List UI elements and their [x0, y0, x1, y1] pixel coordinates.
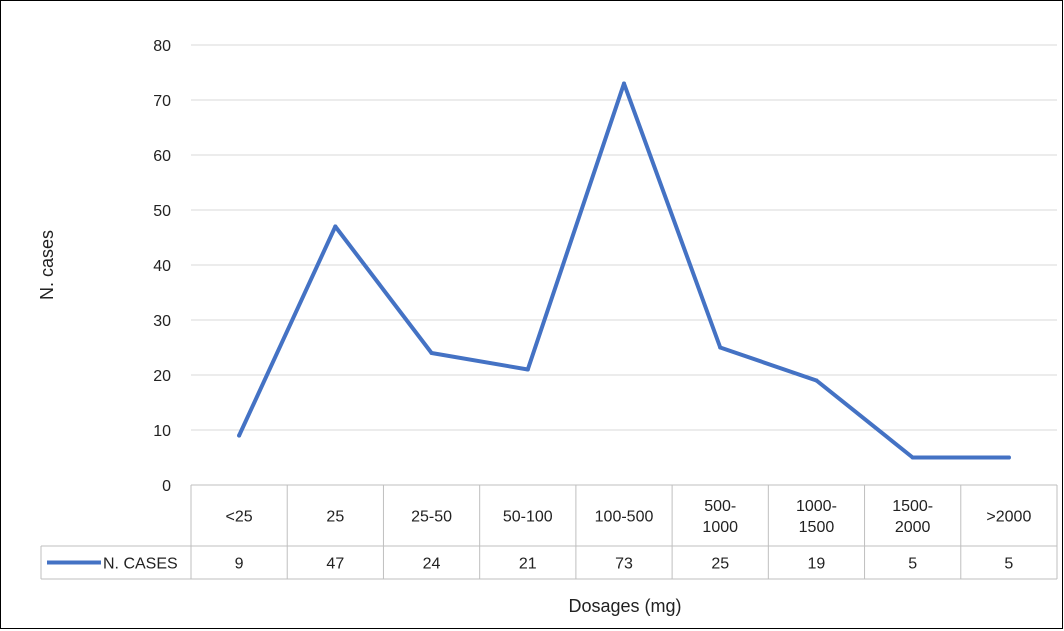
table-value-cell: 9 [235, 556, 244, 573]
data-point [525, 367, 530, 372]
y-tick-label: 50 [153, 203, 171, 220]
y-axis-title: N. cases [37, 230, 57, 300]
table-value-cell: 5 [1004, 556, 1013, 573]
table-value-cell: 47 [326, 556, 344, 573]
data-point [814, 378, 819, 383]
y-tick-label: 80 [153, 38, 171, 55]
x-category-label: 1000-1500 [796, 498, 837, 536]
table-value-cell: 21 [519, 556, 537, 573]
series-line-n-cases [237, 81, 1011, 460]
data-table: <25 25 25-50 50-100 100-500 500-1000 1000-1500… [40, 484, 1058, 580]
data-point [718, 345, 723, 350]
x-category-label: 500-1000 [702, 498, 738, 536]
data-point [1006, 455, 1011, 460]
y-tick-label: 0 [162, 478, 171, 495]
x-category-label: 25 [326, 509, 344, 526]
table-value-cell: 19 [808, 556, 826, 573]
data-point [910, 455, 915, 460]
data-point [429, 351, 434, 355]
x-axis-title: Dosages (mg) [568, 596, 681, 616]
gridlines [191, 44, 1057, 431]
table-value-cell: 25 [711, 556, 729, 573]
table-value-cell: 73 [615, 556, 633, 573]
data-point [237, 433, 242, 438]
y-tick-label: 60 [153, 148, 171, 165]
series-layer [237, 81, 1011, 460]
y-tick-label: 40 [153, 258, 171, 275]
y-tick-label: 20 [153, 368, 171, 385]
y-tick-label: 10 [153, 423, 171, 440]
y-axis-ticks: 0 10 20 30 40 50 60 70 80 [153, 38, 171, 495]
data-point [333, 224, 338, 229]
table-value-cell: 24 [423, 556, 441, 573]
x-category-label: 100-500 [595, 509, 654, 526]
x-category-label: 25-50 [411, 509, 452, 526]
x-category-label: <25 [226, 509, 253, 526]
table-value-cell: 5 [908, 556, 917, 573]
data-point [622, 81, 626, 86]
y-tick-label: 70 [153, 93, 171, 110]
y-tick-label: 30 [153, 313, 171, 330]
x-category-label: 1500-2000 [892, 498, 933, 536]
legend-label: N. CASES [103, 556, 178, 573]
x-category-label: 50-100 [503, 509, 553, 526]
x-category-label: >2000 [986, 509, 1031, 526]
